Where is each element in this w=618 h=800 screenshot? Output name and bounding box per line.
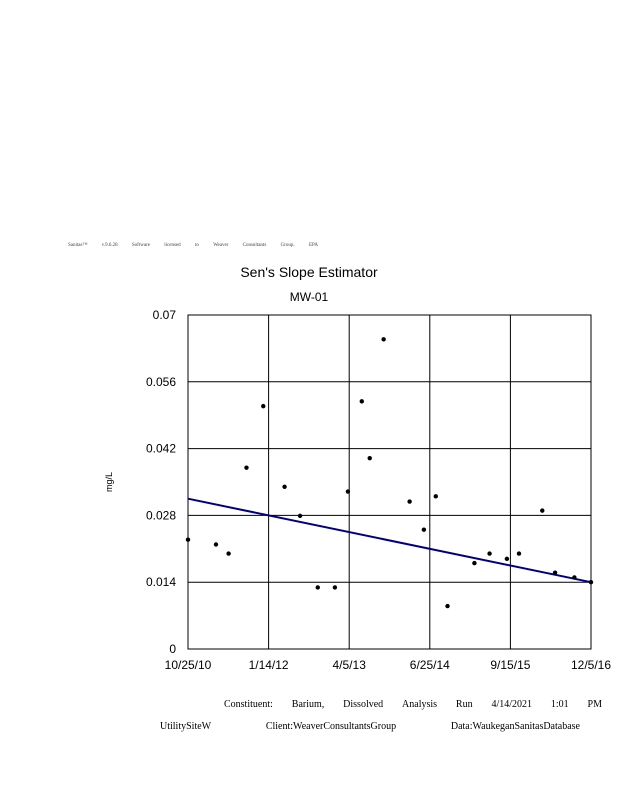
run-ampm: PM xyxy=(587,699,602,710)
y-tick-label: 0 xyxy=(169,642,176,656)
chart-subtitle: MW-01 xyxy=(289,290,329,304)
data-source: Data:WaukeganSanitasDatabase xyxy=(450,721,580,732)
y-tick-label: 0.07 xyxy=(153,308,177,322)
run-date: 4/14/2021 xyxy=(491,699,533,710)
sens-slope-trend-line xyxy=(187,497,592,584)
x-tick-label: 1/14/12 xyxy=(249,658,289,672)
plot-frame xyxy=(187,314,592,650)
x-tick-label: 6/25/14 xyxy=(410,658,450,672)
constituent-word: Barium, xyxy=(291,699,325,710)
data-point xyxy=(244,465,249,470)
data-point xyxy=(381,337,386,342)
run-label: Run xyxy=(455,699,473,710)
data-point xyxy=(487,551,492,556)
data-point xyxy=(185,537,191,542)
y-tick-label: 0.014 xyxy=(146,575,176,589)
data-point xyxy=(433,494,438,499)
x-tick-label: 10/25/10 xyxy=(165,658,212,672)
license-word: EPA xyxy=(308,243,318,248)
x-tick-label: 12/5/16 xyxy=(571,658,611,672)
y-tick-label: 0.042 xyxy=(146,442,176,456)
data-point xyxy=(213,542,219,547)
y-tick-label: 0.028 xyxy=(146,508,176,522)
data-point xyxy=(516,551,522,556)
license-word: Software xyxy=(131,243,150,248)
data-point xyxy=(540,508,545,513)
data-point xyxy=(282,484,287,489)
license-word: Weaver xyxy=(213,243,229,248)
footer-source-line: UtilitySiteW Client:WeaverConsultantsGro… xyxy=(160,721,580,732)
data-point xyxy=(261,403,266,409)
license-word: v.9.6.28 xyxy=(101,243,118,248)
data-point xyxy=(345,489,351,494)
data-point xyxy=(359,399,364,404)
license-word: to xyxy=(194,243,199,248)
software-license-line: Sanitas™ v.9.6.28 Software licensed to W… xyxy=(68,243,318,248)
site-name: UtilitySiteW xyxy=(160,721,212,732)
x-tick-label: 9/15/15 xyxy=(490,658,530,672)
data-point xyxy=(315,585,320,590)
license-word: Group. xyxy=(280,243,295,248)
chart-title: Sen's Slope Estimator xyxy=(240,264,378,280)
data-point xyxy=(504,556,510,562)
data-point xyxy=(297,513,303,519)
data-point xyxy=(572,575,577,580)
data-point xyxy=(552,570,558,575)
license-word: licensed xyxy=(164,243,181,248)
data-point xyxy=(332,585,338,590)
data-point xyxy=(367,455,372,461)
constituent-label: Constituent: xyxy=(224,699,273,710)
run-time: 1:01 xyxy=(550,699,569,710)
y-tick-label: 0.056 xyxy=(146,375,176,389)
data-point xyxy=(407,499,412,504)
client-name: Client:WeaverConsultantsGroup xyxy=(265,721,397,732)
footer-constituent-line: Constituent: Barium, Dissolved Analysis … xyxy=(224,699,602,710)
data-point xyxy=(472,560,477,566)
license-word: Consultants xyxy=(242,243,267,248)
constituent-word: Dissolved xyxy=(343,699,384,710)
data-point xyxy=(445,603,450,609)
data-point xyxy=(421,527,427,532)
license-word: Sanitas™ xyxy=(68,243,88,248)
data-point xyxy=(588,580,594,585)
data-point xyxy=(226,551,231,556)
x-tick-label: 4/5/13 xyxy=(333,658,367,672)
analysis-label: Analysis xyxy=(402,699,438,710)
